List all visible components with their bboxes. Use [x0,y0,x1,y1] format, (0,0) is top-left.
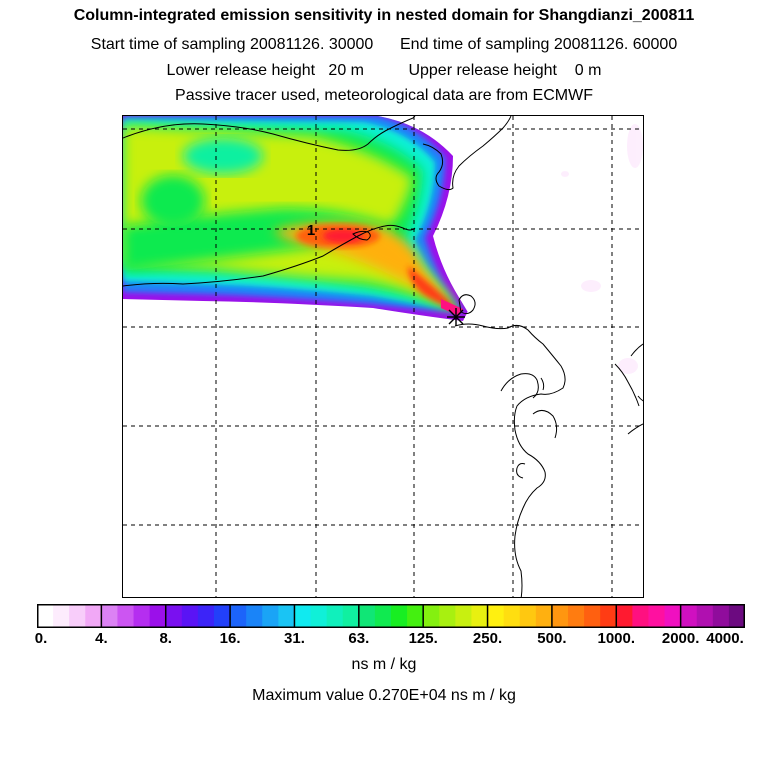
color-scale-tick-label: 2000. [661,630,700,647]
color-scale-tick-label: 8. [159,630,172,647]
color-scale-swatch [53,604,70,628]
color-scale-swatch [342,604,360,628]
color-scale-swatch [262,604,279,628]
color-scale-swatch [278,604,295,628]
color-scale-swatch [680,604,698,628]
color-scale-bar [37,604,745,628]
color-scale-swatch [616,604,633,628]
sampling-times: Start time of sampling 20081126. 30000 E… [90,36,678,53]
maximum-value: Maximum value 0.270E+04 ns m / kg [252,687,516,704]
color-scale-swatch [133,604,151,628]
color-scale-tick-label: 125. [408,630,438,647]
map-canvas: 1 [123,116,643,597]
color-scale-swatch [535,604,553,628]
color-scale-swatch [294,604,312,628]
color-scale-swatch [101,604,118,628]
color-scale-swatch [439,604,456,628]
color-scale-swatch [391,604,408,628]
color-scale-swatch [487,604,505,628]
color-scale-swatch [696,604,714,628]
map-title: Column-integrated emission sensitivity i… [73,7,695,24]
color-scale-tick-label: 250. [472,630,503,647]
color-scale-swatch [165,604,183,628]
color-scale-tick-label: 500. [537,630,567,647]
color-scale-swatch [503,604,521,628]
color-scale-swatch [181,604,199,628]
release-star-icon [447,308,465,326]
color-scale-swatch [423,604,440,628]
release-heights: Lower release height 20 m Upper release … [166,62,602,79]
map-panel: 1 [122,115,644,598]
color-scale-swatch [246,604,263,628]
color-scale-swatch [471,604,489,628]
color-scale-swatch [568,604,585,628]
color-scale-swatch [69,604,86,628]
color-scale-tick-label: 4000. [706,630,744,647]
cluster-label: 1 [307,222,315,239]
color-scale-swatch [230,604,247,628]
color-scale-swatch [310,604,328,628]
lat-lon-grid [123,116,643,597]
color-scale-swatch [407,604,424,628]
color-scale-swatch [519,604,537,628]
sensitivity-plume [123,116,468,321]
color-scale-swatch [326,604,344,628]
color-scale-swatch [600,604,617,628]
color-scale-swatch [632,604,649,628]
color-scale-swatch [117,604,135,628]
color-scale-swatch [214,604,231,628]
color-scale-swatch [455,604,472,628]
coastlines [123,116,643,597]
tracer-info: Passive tracer used, meteorological data… [175,87,593,104]
color-scale-tick-label: 4. [95,630,108,647]
color-scale-tick-label: 0. [34,630,48,647]
color-scale-tick-label: 16. [219,630,241,647]
color-scale-swatch [584,604,601,628]
color-scale-tick-label: 31. [284,630,305,647]
color-scale-swatch [712,604,730,628]
color-scale-swatch [648,604,666,628]
low-value-patches [561,124,643,374]
color-scale-swatch [551,604,569,628]
color-scale-swatch [664,604,682,628]
color-scale-swatch [358,604,376,628]
color-scale-swatch [149,604,167,628]
color-scale-swatch [728,604,745,628]
color-scale-tick-label: 63. [348,630,370,647]
color-scale-border [37,604,745,628]
color-scale-swatch [197,604,215,628]
units-label: ns m / kg [351,656,417,673]
color-scale-swatch [37,604,54,628]
color-scale-swatch [374,604,392,628]
color-scale-swatch [85,604,102,628]
color-scale-tick-label: 1000. [597,630,636,647]
